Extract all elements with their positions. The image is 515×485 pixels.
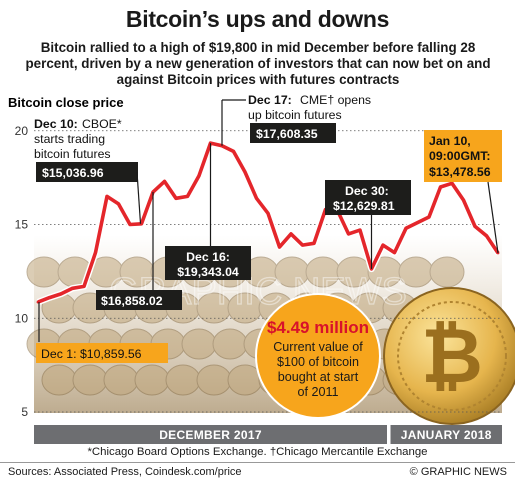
coin-pile-coin (196, 364, 232, 396)
series-point (59, 292, 63, 296)
page-subtitle: Bitcoin rallied to a high of $19,800 in … (25, 40, 491, 87)
coin-pile-coin (72, 364, 108, 396)
callout-leader (487, 181, 499, 254)
callout-jan-10-value: $13,478.56 (429, 165, 491, 179)
callout-dec-10-text-2: starts trading (34, 132, 105, 146)
coin-pile-coin (429, 256, 465, 288)
highlight-line-4: of 2011 (297, 385, 338, 399)
callout-dec-1: Dec 1: $10,859.56 (41, 347, 142, 361)
series-point (243, 170, 247, 174)
footnote: *Chicago Board Options Exchange. †Chicag… (87, 446, 428, 458)
callout-dec-17-text-1: CME† opens (300, 93, 371, 107)
series-point (312, 241, 316, 245)
series-point (266, 211, 270, 215)
y-tick-label: 15 (15, 218, 29, 232)
series-point (105, 194, 109, 198)
coin-pile-coin (41, 364, 77, 396)
series-point (404, 226, 408, 230)
period-label: DECEMBER 2017 (159, 428, 262, 442)
series-point (71, 286, 74, 290)
series-point (255, 196, 258, 200)
sources: Sources: Associated Press, Coindesk.com/… (8, 466, 242, 478)
callout-dec-17-text-2: up bitcoin futures (248, 108, 342, 122)
callout-dec-10-value: $15,036.96 (42, 166, 104, 180)
y-tick-label: 20 (15, 124, 29, 138)
callout-dec-17-date: Dec 17: (248, 93, 292, 107)
coin-pile-coin (181, 328, 217, 360)
series-point (301, 243, 304, 247)
series-point (48, 296, 51, 300)
callout-jan-10-time: 09:00GMT: (429, 149, 491, 163)
callout-dec-10-text-1: CBOE* (82, 117, 122, 131)
series-point (381, 243, 385, 247)
series-point (289, 232, 293, 236)
y-tick-label: 10 (15, 311, 29, 325)
callout-dec-11-value: $16,858.02 (101, 294, 163, 308)
callout-box-dec-1 (36, 343, 168, 363)
callout-box-jan-10 (424, 130, 502, 182)
callout-dec-30-value: $12,629.81 (333, 199, 395, 213)
period-label: JANUARY 2018 (401, 428, 492, 442)
bitcoin-coin-image (383, 287, 515, 425)
sources-bar: Sources: Associated Press, Coindesk.com/… (0, 462, 515, 481)
callout-box-dec-10 (36, 162, 138, 182)
series-point (278, 245, 281, 249)
coin-pile-coin (26, 256, 62, 288)
series-point (485, 234, 488, 238)
coin-pile-coin (134, 364, 170, 396)
series-point (462, 198, 465, 202)
y-axis-label: Bitcoin close price (8, 95, 124, 110)
series-point (393, 251, 396, 255)
credit: © GRAPHIC NEWS (409, 466, 507, 478)
series-point (94, 251, 97, 255)
y-axis-ticks: 5 10 15 20 (15, 124, 29, 419)
series-point (450, 181, 454, 185)
callout-jan-10-date: Jan 10, (429, 134, 471, 148)
highlight-value: $4.49 million (267, 318, 369, 337)
callout-dec-16-value: $19,343.04 (177, 265, 239, 279)
callout-box-dec-17 (250, 123, 336, 143)
period-bar (390, 425, 502, 444)
coin-pile-coin (165, 364, 201, 396)
callout-dec-16-date: Dec 16: (186, 250, 230, 264)
series-point (197, 174, 201, 178)
series-point (347, 232, 350, 236)
callout-box-dec-11 (96, 290, 182, 310)
series-point (163, 179, 166, 183)
series-point (427, 215, 431, 219)
series-point (117, 202, 120, 206)
highlight-badge: $4.49 million Current value of $100 of b… (255, 293, 381, 419)
bitcoin-logo-icon: ₿ (421, 311, 483, 400)
callout-box-dec-16 (165, 246, 251, 280)
highlight-line-2: $100 of bitcoin (277, 355, 359, 369)
page-title: Bitcoin’s ups and downs (125, 6, 390, 32)
coin-pile-coin (212, 328, 248, 360)
period-bar (34, 425, 387, 444)
series-group (36, 139, 501, 306)
callout-leader (136, 171, 142, 224)
series-point (439, 185, 442, 189)
series-point (232, 149, 235, 153)
series-point (416, 221, 419, 225)
series-point (473, 224, 477, 228)
annotations-group: Dec 1: $10,859.56 Dec 10: CBOE*starts trad… (34, 93, 502, 363)
y-tick-label: 5 (21, 405, 28, 419)
callout-box-dec-30 (325, 180, 411, 215)
callout-dec-10-text-3: bitcoin futures (34, 147, 111, 161)
highlight-line-3: bought at start (278, 370, 359, 384)
series-point (82, 284, 86, 288)
series-point (186, 194, 189, 198)
x-axis-periods: DECEMBER 2017 JANUARY 2018 (34, 425, 502, 444)
series-point (358, 228, 362, 232)
series-point (174, 196, 178, 200)
callout-dec-10-date: Dec 10: (34, 117, 78, 131)
callout-dec-17-value: $17,608.35 (256, 127, 318, 141)
highlight-line-1: Current value of (273, 340, 363, 354)
callout-dec-30-date: Dec 30: (345, 184, 389, 198)
series-point (128, 223, 132, 226)
coin-pile-coin (103, 364, 139, 396)
